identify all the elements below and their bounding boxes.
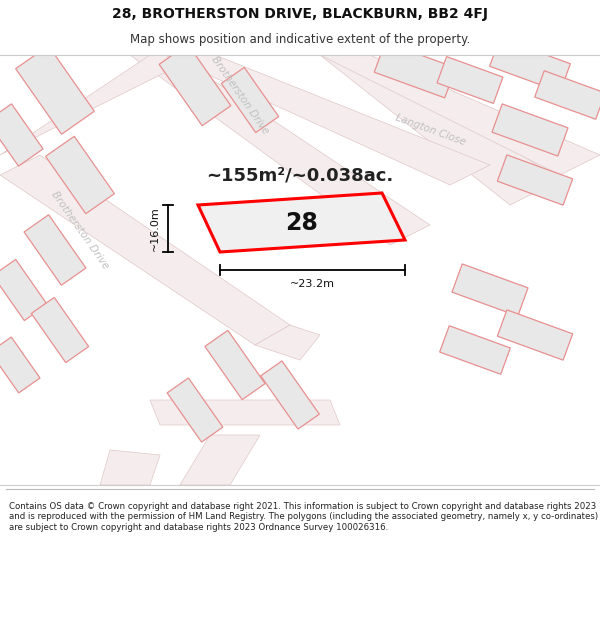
Polygon shape bbox=[0, 155, 290, 345]
Polygon shape bbox=[374, 42, 456, 98]
Polygon shape bbox=[31, 298, 89, 362]
Text: Langton Close: Langton Close bbox=[394, 112, 466, 148]
Polygon shape bbox=[261, 361, 319, 429]
Polygon shape bbox=[0, 259, 47, 321]
Polygon shape bbox=[255, 325, 320, 360]
Polygon shape bbox=[221, 68, 278, 132]
Text: ~155m²/~0.038ac.: ~155m²/~0.038ac. bbox=[206, 166, 394, 184]
Polygon shape bbox=[16, 46, 94, 134]
Text: 28: 28 bbox=[286, 211, 319, 235]
Polygon shape bbox=[165, 55, 490, 185]
Polygon shape bbox=[150, 400, 340, 425]
Polygon shape bbox=[167, 378, 223, 442]
Polygon shape bbox=[497, 155, 572, 205]
Polygon shape bbox=[320, 55, 600, 175]
Polygon shape bbox=[100, 450, 160, 485]
Polygon shape bbox=[490, 38, 571, 92]
Text: ~16.0m: ~16.0m bbox=[150, 206, 160, 251]
Polygon shape bbox=[0, 55, 200, 155]
Polygon shape bbox=[535, 71, 600, 119]
Polygon shape bbox=[440, 326, 511, 374]
Polygon shape bbox=[0, 104, 43, 166]
Text: ~23.2m: ~23.2m bbox=[290, 279, 335, 289]
Polygon shape bbox=[0, 337, 40, 393]
Polygon shape bbox=[437, 57, 503, 103]
Text: Brotherston Drive: Brotherston Drive bbox=[49, 189, 110, 271]
Text: Map shows position and indicative extent of the property.: Map shows position and indicative extent… bbox=[130, 33, 470, 46]
Text: Contains OS data © Crown copyright and database right 2021. This information is : Contains OS data © Crown copyright and d… bbox=[9, 502, 598, 532]
Polygon shape bbox=[130, 55, 430, 245]
Polygon shape bbox=[180, 435, 260, 485]
Polygon shape bbox=[205, 331, 265, 399]
Polygon shape bbox=[159, 44, 231, 126]
Polygon shape bbox=[320, 55, 560, 205]
Polygon shape bbox=[497, 310, 572, 360]
Polygon shape bbox=[452, 264, 528, 316]
Text: Brotherston Drive: Brotherston Drive bbox=[209, 54, 271, 136]
Polygon shape bbox=[492, 104, 568, 156]
Polygon shape bbox=[46, 136, 115, 214]
Polygon shape bbox=[24, 215, 86, 285]
Polygon shape bbox=[198, 193, 405, 252]
Text: 28, BROTHERSTON DRIVE, BLACKBURN, BB2 4FJ: 28, BROTHERSTON DRIVE, BLACKBURN, BB2 4F… bbox=[112, 7, 488, 21]
